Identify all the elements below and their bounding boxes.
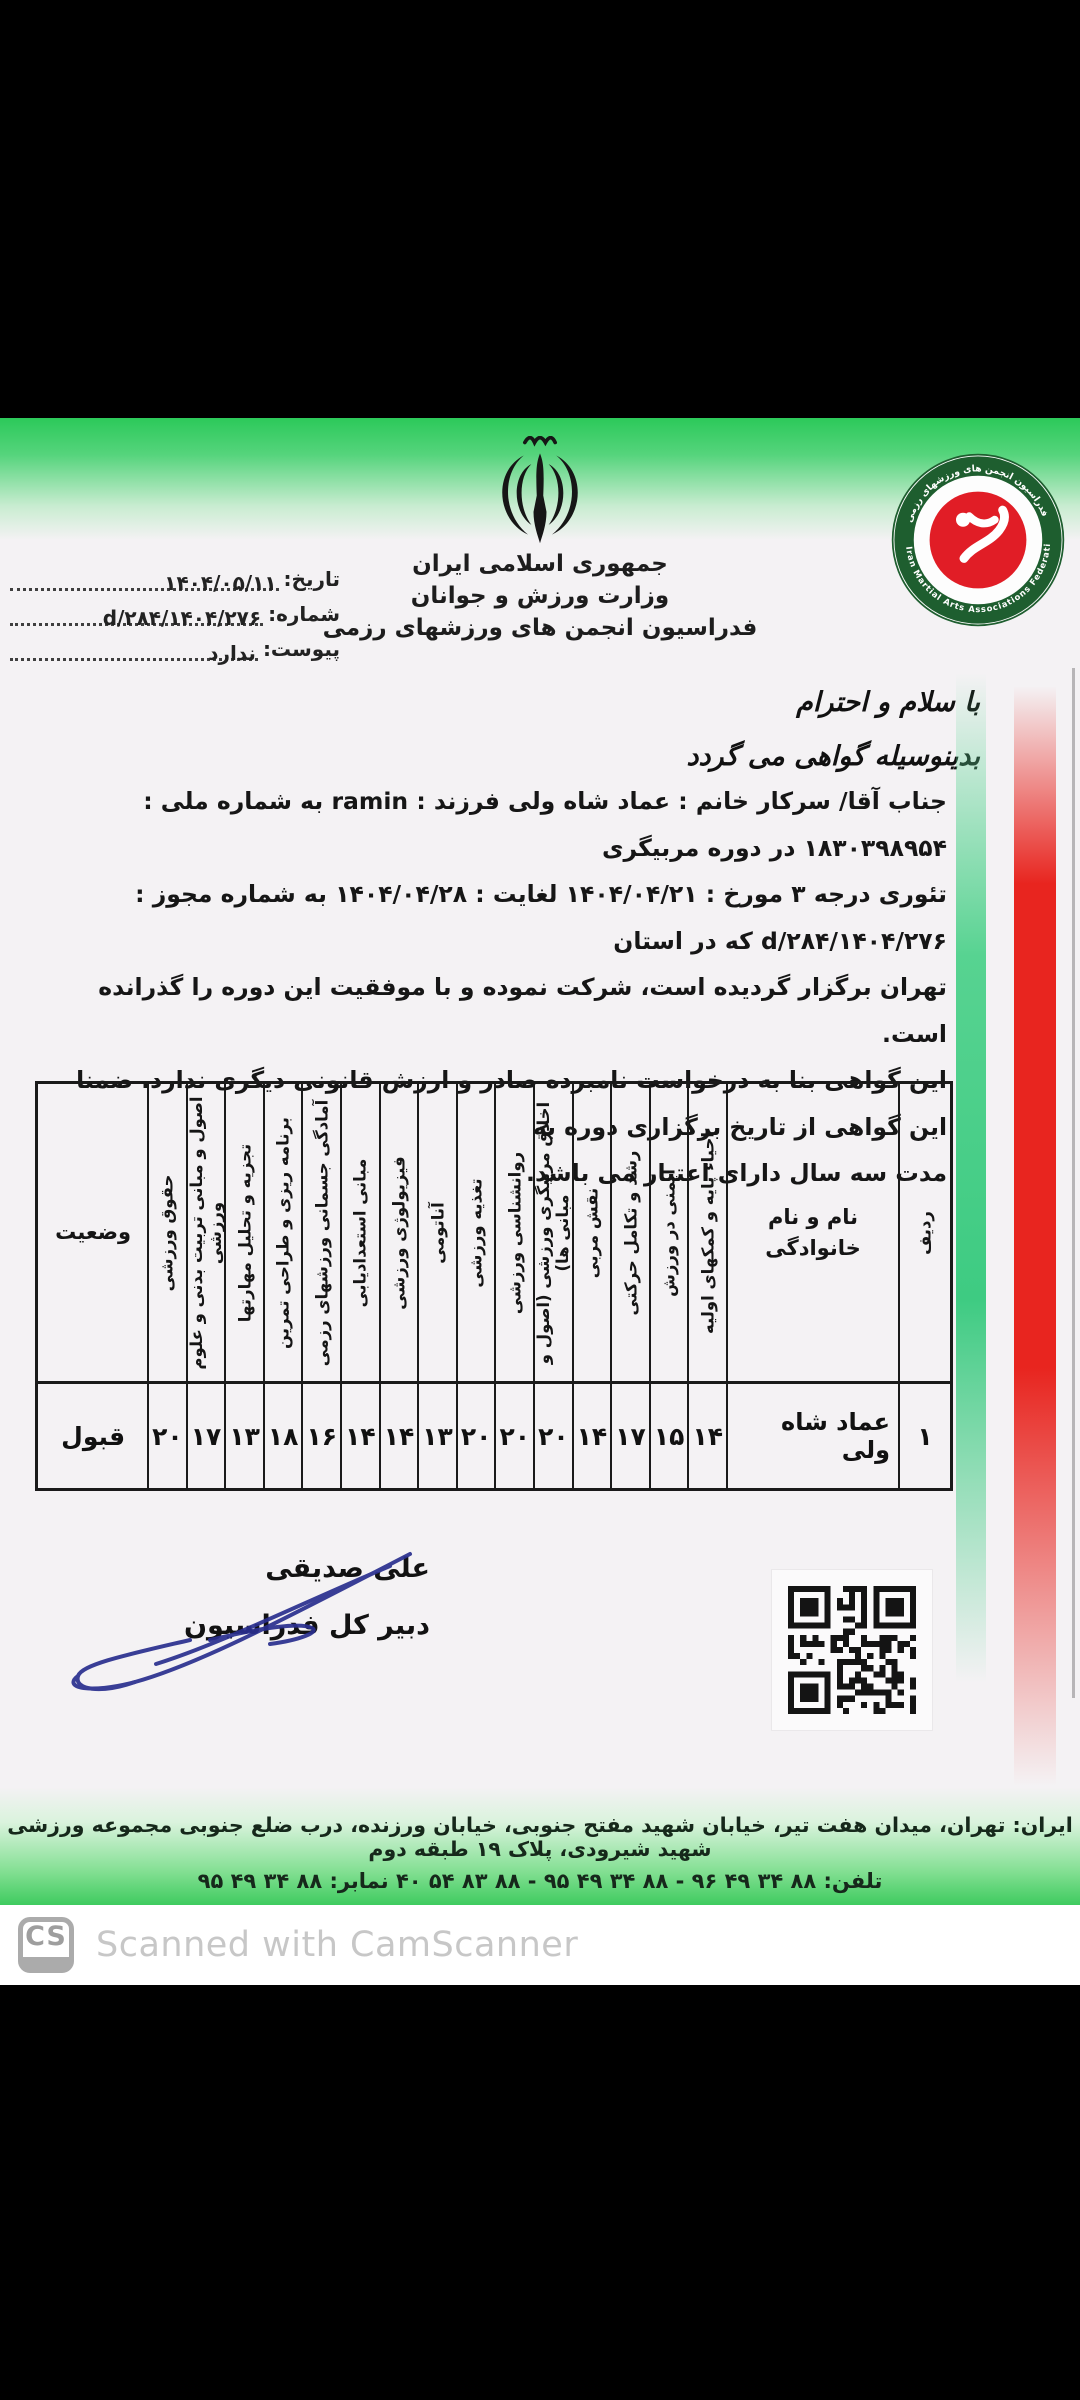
col-header-training-planning: برنامه ریزی و طراحی تمرین — [262, 1084, 302, 1381]
letterhead-org-titles: جمهوری اسلامی ایران وزارت ورزش و جوانان … — [0, 548, 1080, 644]
col-value-motor-development: ۱۷ — [610, 1384, 649, 1488]
signer-name: علی صدیقی — [265, 1553, 430, 1584]
col-value-full-name: عماد شاه ولی — [726, 1384, 898, 1488]
certificate-body: جناب آقا/ سرکار خانم : عماد شاه ولی فرزن… — [38, 778, 947, 1197]
col-value-coaching-ethics: ۲۰ — [533, 1384, 572, 1488]
col-header-sport-psychology: روانشناسی ورزشی — [494, 1084, 533, 1381]
col-header-full-name: نام و نام خانوادگی — [726, 1084, 898, 1381]
col-value-sport-physiology: ۱۴ — [378, 1384, 418, 1488]
signature-block: علی صدیقی دبیر کل فدراسیون — [95, 1540, 430, 1654]
col-header-sport-physiology: فیزیولوژی ورزشی — [378, 1084, 418, 1381]
col-header-coaching-ethics: اخلاق مربیگری ورزشی (اصول و مبانی ها) — [533, 1084, 572, 1381]
grades-table-data-row: ۱ عماد شاه ولی ۱۴ ۱۵ ۱۷ ۱۴ ۲۰ ۲۰ ۲۰ ۱۳ ۱۴ ۱۴ ۱۶ ۱۸ ۱۳ ۱… — [38, 1384, 950, 1488]
col-value-sport-psychology: ۲۰ — [494, 1384, 533, 1488]
col-header-sport-nutrition: تغذیه ورزشی — [455, 1084, 495, 1381]
camscanner-logo-text: CS — [25, 1921, 67, 1952]
col-header-talent-identification: مبانی استعدادیابی — [340, 1084, 379, 1381]
col-value-anatomy: ۱۳ — [417, 1384, 456, 1488]
attachment-row: پیوست: ندارد — [10, 626, 340, 665]
number-dotted-line: ۱۴۰۴/۲۷۶/d/۲۸۴ — [10, 597, 264, 630]
body-line: تهران برگزار گردیده است، شرکت نموده و با… — [98, 973, 947, 1048]
qr-code — [772, 1570, 932, 1730]
col-value-status: قبول — [61, 1421, 126, 1451]
col-header-basic-cpr-first-aid: احیاء پایه و کمکهای اولیه — [687, 1084, 726, 1381]
footer-address: ایران: تهران، میدان هفت تیر، خیابان شهید… — [7, 1813, 1073, 1861]
col-value-basic-cpr-first-aid: ۱۴ — [687, 1384, 726, 1488]
col-header-physical-fitness-martial: آمادگی جسمانی ورزشهای رزمی — [301, 1084, 340, 1381]
federation-logo: فدراسیون انجمن های ورزشهای رزمی Iran Mar… — [890, 452, 1065, 627]
col-header-safety-in-sport: ایمنی در ورزش — [648, 1084, 688, 1381]
salutation-line1: با سلام و احترام — [796, 687, 980, 718]
date-dotted-line: ۱۴۰۴/۰۵/۱۱ — [10, 562, 279, 595]
col-value-talent-identification: ۱۴ — [340, 1384, 379, 1488]
iran-emblem-icon — [502, 436, 578, 544]
number-value: ۱۴۰۴/۲۷۶/d/۲۸۴ — [102, 606, 262, 630]
col-header-motor-development: رشد و تکامل حرکتی — [610, 1084, 649, 1381]
col-header-anatomy: آناتومی — [417, 1084, 456, 1381]
col-value-physical-fitness-martial: ۱۶ — [301, 1384, 340, 1488]
number-row: شماره: ۱۴۰۴/۲۷۶/d/۲۸۴ — [10, 591, 340, 630]
attachment-label: پیوست: — [262, 637, 340, 661]
col-value-sport-nutrition: ۲۰ — [455, 1384, 495, 1488]
letterhead-meta-block: تاریخ: ۱۴۰۴/۰۵/۱۱ شماره: ۱۴۰۴/۲۷۶/d/۲۸۴ … — [10, 556, 340, 665]
grades-table: ردیف نام و نام خانوادگی احیاء پایه و کمکها… — [35, 1081, 953, 1491]
body-line: تئوری درجه ۳ مورخ : ۱۴۰۴/۰۴/۲۱ لغایت : ۱… — [135, 880, 947, 955]
org-line-country: جمهوری اسلامی ایران — [412, 551, 668, 577]
body-line: مدت سه سال دارای اعتبار می باشد. — [526, 1159, 947, 1187]
camscanner-label: Scanned with CamScanner — [96, 1925, 579, 1965]
col-header-skill-analysis: تجزیه و تحلیل مهارتها — [224, 1084, 263, 1381]
date-label: تاریخ: — [283, 567, 340, 591]
col-value-safety-in-sport: ۱۵ — [648, 1384, 688, 1488]
col-value-training-planning: ۱۸ — [262, 1384, 302, 1488]
body-line: جناب آقا/ سرکار خانم : عماد شاه ولی فرزن… — [143, 787, 947, 862]
date-value: ۱۴۰۴/۰۵/۱۱ — [164, 571, 277, 595]
col-value-row-number: ۱ — [898, 1384, 950, 1488]
org-line-ministry: وزارت ورزش و جوانان — [410, 583, 670, 609]
footer-phones: تلفن: ۸۸ ۳۴ ۴۹ ۹۶ - ۸۸ ۳۴ ۴۹ ۹۵ - ۸۸ ۸۳ … — [197, 1869, 883, 1893]
col-header-coach-role: نقش مربی — [571, 1084, 611, 1381]
attachment-value: ندارد — [208, 641, 256, 665]
body-line: این گواهی بنا به درخواست نامبرده صادر و … — [76, 1066, 947, 1141]
number-label: شماره: — [268, 602, 340, 626]
col-value-skill-analysis: ۱۳ — [224, 1384, 263, 1488]
org-line-federation: فدراسیون انجمن های ورزشهای رزمی — [322, 615, 758, 641]
col-header-status: وضعیت — [55, 1220, 132, 1244]
col-value-pe-principles: ۱۷ — [185, 1384, 225, 1488]
scanned-certificate: جمهوری اسلامی ایران وزارت ورزش و جوانان … — [0, 418, 1080, 1905]
col-header-pe-principles: اصول و مبانی تربیت بدنی و علوم ورزشی — [185, 1084, 225, 1381]
footer-band: ایران: تهران، میدان هفت تیر، خیابان شهید… — [0, 1787, 1080, 1905]
col-value-sport-law: ۲۰ — [147, 1384, 186, 1488]
col-header-row-number: ردیف — [898, 1084, 950, 1381]
col-value-coach-role: ۱۴ — [571, 1384, 611, 1488]
date-row: تاریخ: ۱۴۰۴/۰۵/۱۱ — [10, 556, 340, 595]
camscanner-bar: CS Scanned with CamScanner — [0, 1905, 1080, 1985]
camscanner-logo-base — [21, 1957, 71, 1972]
attachment-dotted-line: ندارد — [10, 632, 258, 665]
col-header-sport-law: حقوق ورزشی — [147, 1084, 186, 1381]
salutation-line2: بدینوسیله گواهی می گردد — [686, 741, 981, 772]
flag-strip-green — [956, 673, 986, 1683]
camscanner-logo-icon: CS — [18, 1917, 74, 1973]
signer-title: دبیر کل فدراسیون — [183, 1610, 430, 1641]
flag-strip-red — [1014, 686, 1056, 1786]
grades-table-header-row: ردیف نام و نام خانوادگی احیاء پایه و کمکها… — [38, 1084, 950, 1384]
page-edge-line — [1072, 668, 1075, 1698]
salutation-block: با سلام و احترام بدینوسیله گواهی می گردد — [687, 676, 981, 784]
